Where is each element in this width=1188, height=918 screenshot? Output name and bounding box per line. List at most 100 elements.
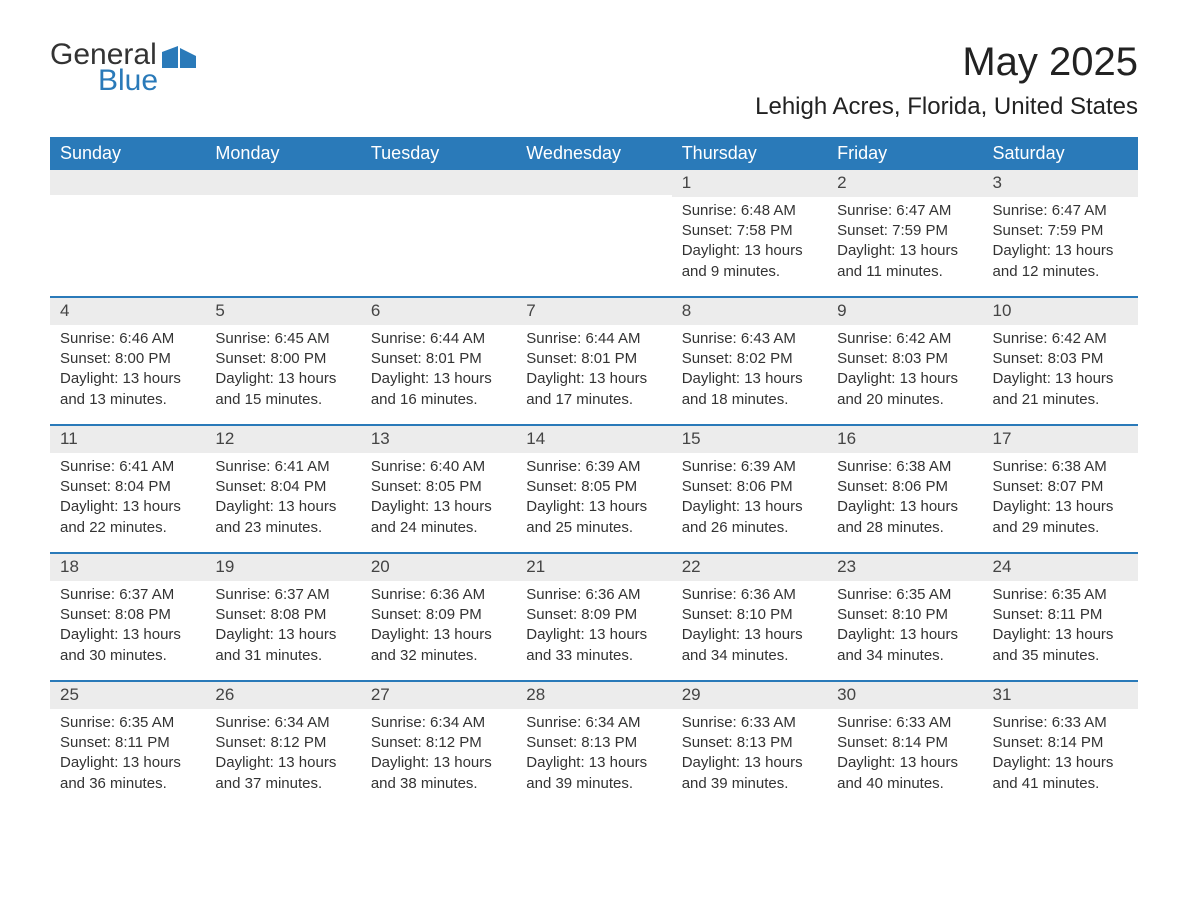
- day-body: Sunrise: 6:34 AMSunset: 8:13 PMDaylight:…: [516, 709, 671, 804]
- sunrise-text: Sunrise: 6:35 AM: [993, 585, 1128, 605]
- day-body: [205, 195, 360, 209]
- sunrise-text: Sunrise: 6:34 AM: [215, 713, 350, 733]
- day-cell: 29Sunrise: 6:33 AMSunset: 8:13 PMDayligh…: [672, 682, 827, 808]
- sunset-text: Sunset: 8:14 PM: [837, 733, 972, 753]
- day-body: Sunrise: 6:33 AMSunset: 8:14 PMDaylight:…: [827, 709, 982, 804]
- day-cell: 4Sunrise: 6:46 AMSunset: 8:00 PMDaylight…: [50, 298, 205, 424]
- sunset-text: Sunset: 7:58 PM: [682, 221, 817, 241]
- sunset-text: Sunset: 8:08 PM: [60, 605, 195, 625]
- sunrise-text: Sunrise: 6:33 AM: [993, 713, 1128, 733]
- day-body: Sunrise: 6:38 AMSunset: 8:07 PMDaylight:…: [983, 453, 1138, 548]
- sunrise-text: Sunrise: 6:36 AM: [526, 585, 661, 605]
- day-cell: [50, 170, 205, 296]
- sunset-text: Sunset: 8:00 PM: [60, 349, 195, 369]
- week-row: 11Sunrise: 6:41 AMSunset: 8:04 PMDayligh…: [50, 424, 1138, 552]
- day-cell: [361, 170, 516, 296]
- day-cell: 28Sunrise: 6:34 AMSunset: 8:13 PMDayligh…: [516, 682, 671, 808]
- day-body: Sunrise: 6:36 AMSunset: 8:09 PMDaylight:…: [361, 581, 516, 676]
- weekday-header: Saturday: [983, 137, 1138, 170]
- daylight-text: Daylight: 13 hours and 34 minutes.: [682, 625, 817, 666]
- day-cell: 11Sunrise: 6:41 AMSunset: 8:04 PMDayligh…: [50, 426, 205, 552]
- daylight-text: Daylight: 13 hours and 17 minutes.: [526, 369, 661, 410]
- day-number: 31: [983, 682, 1138, 709]
- day-body: Sunrise: 6:41 AMSunset: 8:04 PMDaylight:…: [205, 453, 360, 548]
- sunrise-text: Sunrise: 6:44 AM: [371, 329, 506, 349]
- day-cell: 19Sunrise: 6:37 AMSunset: 8:08 PMDayligh…: [205, 554, 360, 680]
- daylight-text: Daylight: 13 hours and 32 minutes.: [371, 625, 506, 666]
- weekday-header: Friday: [827, 137, 982, 170]
- sunrise-text: Sunrise: 6:33 AM: [837, 713, 972, 733]
- day-number: 22: [672, 554, 827, 581]
- day-cell: 17Sunrise: 6:38 AMSunset: 8:07 PMDayligh…: [983, 426, 1138, 552]
- day-cell: 15Sunrise: 6:39 AMSunset: 8:06 PMDayligh…: [672, 426, 827, 552]
- sunrise-text: Sunrise: 6:35 AM: [60, 713, 195, 733]
- sunrise-text: Sunrise: 6:47 AM: [993, 201, 1128, 221]
- sunset-text: Sunset: 7:59 PM: [993, 221, 1128, 241]
- day-body: Sunrise: 6:35 AMSunset: 8:11 PMDaylight:…: [50, 709, 205, 804]
- sunset-text: Sunset: 8:09 PM: [371, 605, 506, 625]
- logo-blue: Blue: [50, 66, 158, 96]
- day-cell: 30Sunrise: 6:33 AMSunset: 8:14 PMDayligh…: [827, 682, 982, 808]
- sunset-text: Sunset: 8:10 PM: [837, 605, 972, 625]
- day-body: Sunrise: 6:39 AMSunset: 8:05 PMDaylight:…: [516, 453, 671, 548]
- day-number: 28: [516, 682, 671, 709]
- day-body: Sunrise: 6:39 AMSunset: 8:06 PMDaylight:…: [672, 453, 827, 548]
- sunrise-text: Sunrise: 6:40 AM: [371, 457, 506, 477]
- day-number: 21: [516, 554, 671, 581]
- daylight-text: Daylight: 13 hours and 30 minutes.: [60, 625, 195, 666]
- day-cell: 24Sunrise: 6:35 AMSunset: 8:11 PMDayligh…: [983, 554, 1138, 680]
- sunset-text: Sunset: 8:02 PM: [682, 349, 817, 369]
- sunrise-text: Sunrise: 6:44 AM: [526, 329, 661, 349]
- day-number: 8: [672, 298, 827, 325]
- day-number: 25: [50, 682, 205, 709]
- day-cell: 22Sunrise: 6:36 AMSunset: 8:10 PMDayligh…: [672, 554, 827, 680]
- sunset-text: Sunset: 8:13 PM: [682, 733, 817, 753]
- daylight-text: Daylight: 13 hours and 16 minutes.: [371, 369, 506, 410]
- week-row: 4Sunrise: 6:46 AMSunset: 8:00 PMDaylight…: [50, 296, 1138, 424]
- day-cell: 8Sunrise: 6:43 AMSunset: 8:02 PMDaylight…: [672, 298, 827, 424]
- day-number: 26: [205, 682, 360, 709]
- daylight-text: Daylight: 13 hours and 37 minutes.: [215, 753, 350, 794]
- day-number: 10: [983, 298, 1138, 325]
- daylight-text: Daylight: 13 hours and 20 minutes.: [837, 369, 972, 410]
- calendar: SundayMondayTuesdayWednesdayThursdayFrid…: [50, 137, 1138, 808]
- sunrise-text: Sunrise: 6:39 AM: [526, 457, 661, 477]
- day-number: [205, 170, 360, 195]
- day-body: Sunrise: 6:35 AMSunset: 8:11 PMDaylight:…: [983, 581, 1138, 676]
- sunrise-text: Sunrise: 6:41 AM: [60, 457, 195, 477]
- daylight-text: Daylight: 13 hours and 15 minutes.: [215, 369, 350, 410]
- day-body: Sunrise: 6:41 AMSunset: 8:04 PMDaylight:…: [50, 453, 205, 548]
- day-cell: 7Sunrise: 6:44 AMSunset: 8:01 PMDaylight…: [516, 298, 671, 424]
- day-number: 27: [361, 682, 516, 709]
- day-body: Sunrise: 6:37 AMSunset: 8:08 PMDaylight:…: [205, 581, 360, 676]
- daylight-text: Daylight: 13 hours and 39 minutes.: [682, 753, 817, 794]
- daylight-text: Daylight: 13 hours and 24 minutes.: [371, 497, 506, 538]
- daylight-text: Daylight: 13 hours and 31 minutes.: [215, 625, 350, 666]
- day-body: Sunrise: 6:34 AMSunset: 8:12 PMDaylight:…: [361, 709, 516, 804]
- day-number: [50, 170, 205, 195]
- sunrise-text: Sunrise: 6:35 AM: [837, 585, 972, 605]
- day-number: 7: [516, 298, 671, 325]
- sunrise-text: Sunrise: 6:34 AM: [371, 713, 506, 733]
- daylight-text: Daylight: 13 hours and 35 minutes.: [993, 625, 1128, 666]
- day-cell: 2Sunrise: 6:47 AMSunset: 7:59 PMDaylight…: [827, 170, 982, 296]
- day-cell: 18Sunrise: 6:37 AMSunset: 8:08 PMDayligh…: [50, 554, 205, 680]
- sunrise-text: Sunrise: 6:36 AM: [682, 585, 817, 605]
- sunset-text: Sunset: 8:11 PM: [993, 605, 1128, 625]
- day-cell: 27Sunrise: 6:34 AMSunset: 8:12 PMDayligh…: [361, 682, 516, 808]
- day-number: 18: [50, 554, 205, 581]
- sunset-text: Sunset: 8:04 PM: [215, 477, 350, 497]
- day-body: Sunrise: 6:34 AMSunset: 8:12 PMDaylight:…: [205, 709, 360, 804]
- day-body: Sunrise: 6:40 AMSunset: 8:05 PMDaylight:…: [361, 453, 516, 548]
- logo: General Blue: [50, 40, 196, 96]
- day-body: Sunrise: 6:33 AMSunset: 8:13 PMDaylight:…: [672, 709, 827, 804]
- day-body: Sunrise: 6:36 AMSunset: 8:09 PMDaylight:…: [516, 581, 671, 676]
- sunrise-text: Sunrise: 6:41 AM: [215, 457, 350, 477]
- daylight-text: Daylight: 13 hours and 33 minutes.: [526, 625, 661, 666]
- daylight-text: Daylight: 13 hours and 22 minutes.: [60, 497, 195, 538]
- day-cell: 3Sunrise: 6:47 AMSunset: 7:59 PMDaylight…: [983, 170, 1138, 296]
- month-title: May 2025: [755, 40, 1138, 85]
- daylight-text: Daylight: 13 hours and 21 minutes.: [993, 369, 1128, 410]
- sunset-text: Sunset: 8:13 PM: [526, 733, 661, 753]
- title-block: May 2025 Lehigh Acres, Florida, United S…: [755, 40, 1138, 121]
